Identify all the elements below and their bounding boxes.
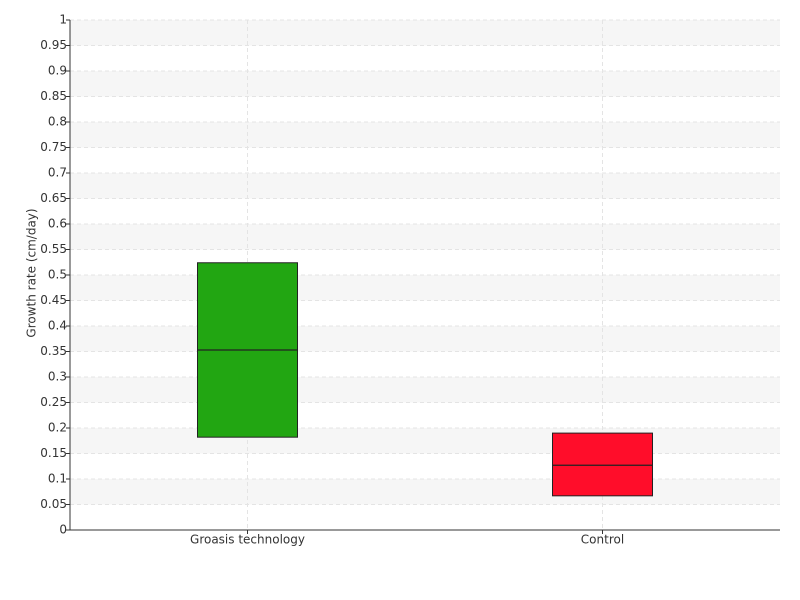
grid-band [70, 71, 780, 97]
y-tick-label: 0.1 [48, 472, 67, 486]
y-tick-label: 0.8 [48, 115, 67, 129]
y-tick-label: 0.6 [48, 217, 67, 231]
y-tick-label: 0.75 [40, 140, 67, 154]
y-tick-label: 0.95 [40, 38, 67, 52]
y-tick-label: 0.85 [40, 89, 67, 103]
y-tick-label: 0 [59, 523, 67, 537]
y-tick-label: 0.35 [40, 344, 67, 358]
box [552, 432, 653, 497]
y-tick-label: 0.05 [40, 497, 67, 511]
grid-band [70, 428, 780, 454]
grid-band [70, 122, 780, 148]
y-tick-label: 0.65 [40, 191, 67, 205]
y-tick-label: 0.4 [48, 319, 67, 333]
y-tick-label: 0.25 [40, 395, 67, 409]
x-tick-label: Groasis technology [190, 533, 305, 547]
y-tick-label: 0.55 [40, 242, 67, 256]
y-axis-label: Growth rate (cm/day) [25, 208, 39, 337]
y-tick-label: 1 [59, 13, 67, 27]
y-tick-label: 0.5 [48, 268, 67, 282]
y-tick-label: 0.3 [48, 370, 67, 384]
grid-band [70, 275, 780, 301]
grid-band [70, 224, 780, 250]
y-tick-label: 0.9 [48, 64, 67, 78]
grid-band [70, 326, 780, 352]
x-tick-label: Control [581, 533, 624, 547]
grid-band [70, 20, 780, 46]
grid-band [70, 173, 780, 199]
y-tick-label: 0.45 [40, 293, 67, 307]
y-tick-label: 0.15 [40, 446, 67, 460]
y-tick-label: 0.7 [48, 166, 67, 180]
y-tick-label: 0.2 [48, 421, 67, 435]
grid-band [70, 479, 780, 505]
grid-band [70, 377, 780, 403]
